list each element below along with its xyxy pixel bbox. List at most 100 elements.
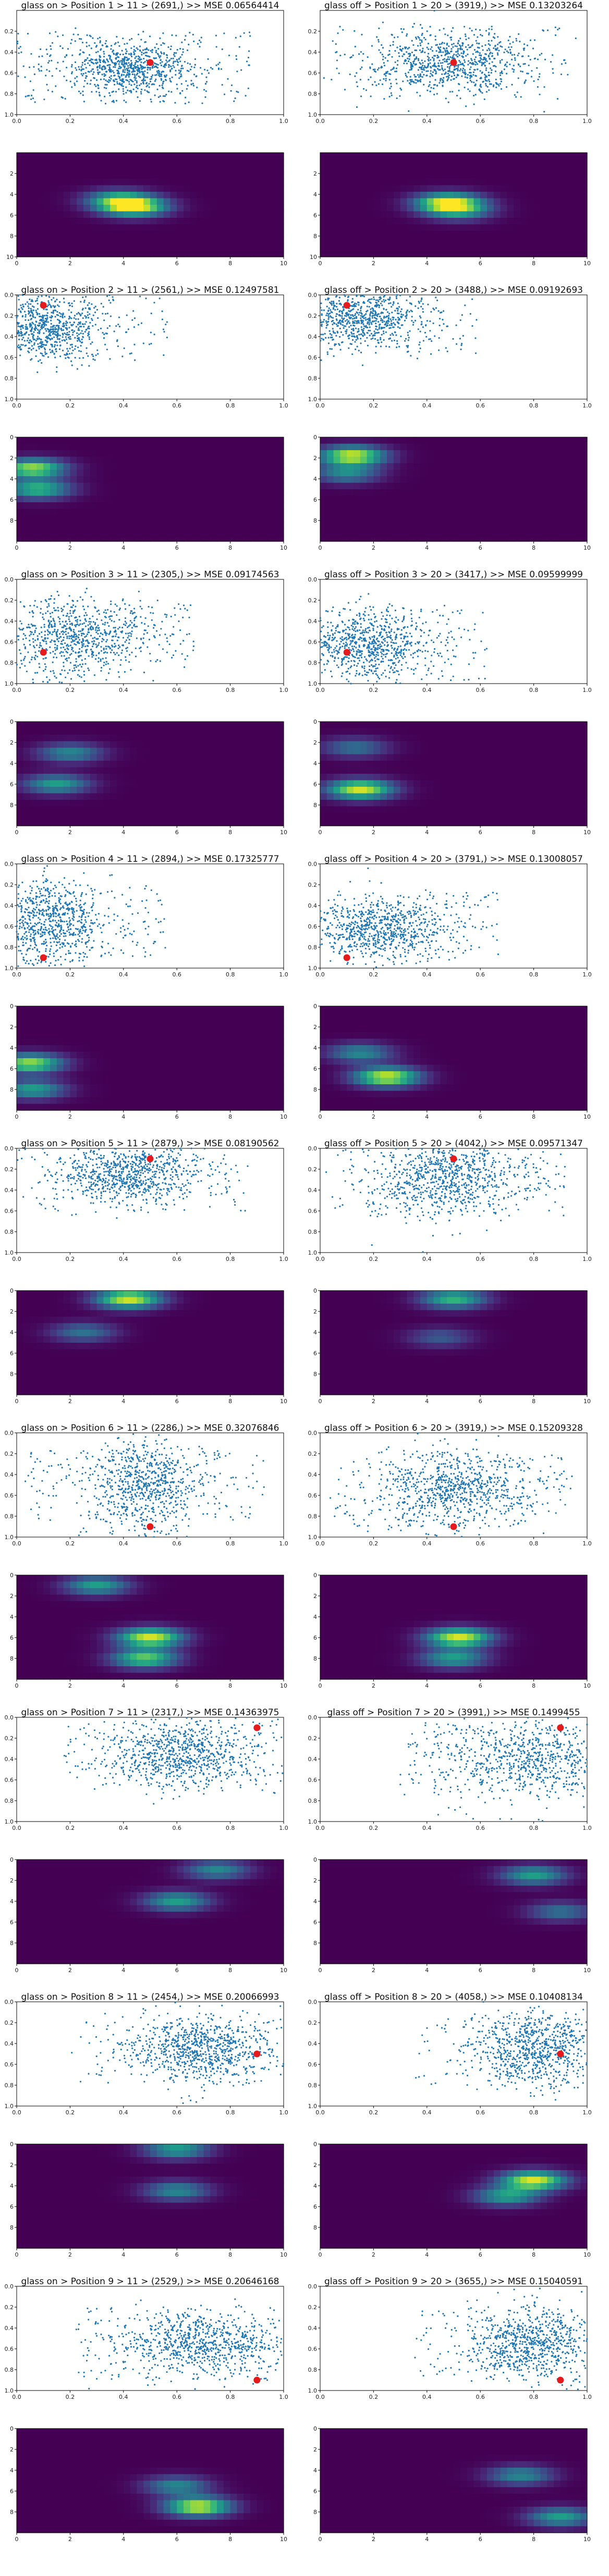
scatter-panel: glass off > Position 1 > 20 > (3919,) >>… xyxy=(308,1,592,125)
data-point xyxy=(41,316,43,318)
heatmap-cell xyxy=(250,450,258,457)
data-point xyxy=(374,68,376,70)
heatmap-cell xyxy=(473,250,481,257)
heatmap-cell xyxy=(277,476,284,484)
data-point xyxy=(391,306,393,308)
heatmap-cell xyxy=(190,231,198,238)
data-point xyxy=(71,329,73,331)
y-tick-label: 4 xyxy=(313,191,317,198)
data-point xyxy=(62,47,64,49)
heatmap-cell xyxy=(367,192,374,199)
heatmap-cell xyxy=(210,172,217,179)
data-point xyxy=(458,83,460,85)
data-point xyxy=(50,343,52,345)
data-point xyxy=(377,67,380,69)
heatmap-cell xyxy=(500,250,507,257)
data-point xyxy=(320,319,322,321)
data-point xyxy=(490,52,492,54)
data-point xyxy=(420,63,422,65)
data-point xyxy=(121,355,124,357)
data-point xyxy=(421,41,423,43)
data-point xyxy=(350,314,352,316)
data-point xyxy=(476,68,479,70)
heatmap-cell xyxy=(217,192,224,199)
data-point xyxy=(78,339,80,341)
heatmap-cell xyxy=(203,205,211,212)
data-point xyxy=(96,349,99,351)
heatmap-cell xyxy=(156,450,164,457)
heatmap-cell xyxy=(63,153,70,160)
data-point xyxy=(28,348,30,350)
data-point xyxy=(515,96,517,98)
data-point xyxy=(56,304,59,306)
data-point xyxy=(395,78,397,80)
data-point xyxy=(388,73,390,75)
data-point xyxy=(104,103,107,105)
data-point xyxy=(22,337,25,339)
data-point xyxy=(419,80,421,82)
data-point xyxy=(45,330,47,332)
data-point xyxy=(435,70,437,72)
data-point xyxy=(128,62,130,64)
heatmap-cell xyxy=(250,463,258,470)
data-point xyxy=(526,72,528,75)
data-point xyxy=(407,331,409,333)
data-point xyxy=(416,91,418,94)
data-point xyxy=(444,68,446,70)
heatmap-cell xyxy=(547,172,554,179)
heatmap-cell xyxy=(143,482,151,490)
data-point xyxy=(389,334,392,336)
data-point xyxy=(427,70,429,72)
data-point xyxy=(236,70,238,72)
data-point xyxy=(482,49,484,51)
data-point xyxy=(418,343,420,346)
data-point xyxy=(235,58,238,60)
data-point xyxy=(471,298,473,300)
heatmap-cell xyxy=(50,489,57,497)
data-point xyxy=(68,318,70,320)
data-point xyxy=(49,349,51,351)
heatmap-cell xyxy=(467,250,474,257)
heatmap-cell xyxy=(230,231,237,238)
heatmap-cell xyxy=(270,456,277,464)
data-point xyxy=(150,78,152,80)
heatmap-cell xyxy=(580,250,588,257)
data-point xyxy=(103,53,105,55)
heatmap-cell xyxy=(440,218,447,225)
data-point xyxy=(375,84,377,86)
data-point xyxy=(154,80,156,82)
data-point xyxy=(121,78,124,81)
data-point xyxy=(474,56,477,58)
heatmap-cell xyxy=(50,211,57,218)
heatmap-cell xyxy=(447,224,454,231)
data-point xyxy=(99,41,101,44)
heatmap-cell xyxy=(23,198,31,205)
data-point xyxy=(105,71,107,73)
data-point xyxy=(51,59,53,61)
heatmap-cell xyxy=(143,231,151,238)
data-point xyxy=(21,315,24,317)
heatmap-cell xyxy=(203,250,211,257)
heatmap-cell xyxy=(103,153,111,160)
heatmap-cell xyxy=(190,443,198,451)
data-point xyxy=(19,354,21,356)
data-point xyxy=(422,311,424,313)
data-point xyxy=(488,89,490,91)
heatmap-cell xyxy=(360,153,368,160)
heatmap-cell xyxy=(103,218,111,225)
data-point xyxy=(133,77,136,79)
data-point xyxy=(332,317,334,319)
x-tick-label: 6 xyxy=(175,260,179,267)
heatmap-cell xyxy=(574,172,581,179)
data-point xyxy=(529,58,531,61)
data-point xyxy=(492,65,495,67)
data-point xyxy=(391,323,393,325)
data-point xyxy=(416,38,418,40)
heatmap-cell xyxy=(36,172,44,179)
data-point xyxy=(355,313,357,315)
heatmap-cell xyxy=(270,482,277,490)
data-point xyxy=(140,93,142,95)
data-point xyxy=(45,344,47,346)
data-point xyxy=(30,94,33,96)
data-point xyxy=(158,72,161,75)
